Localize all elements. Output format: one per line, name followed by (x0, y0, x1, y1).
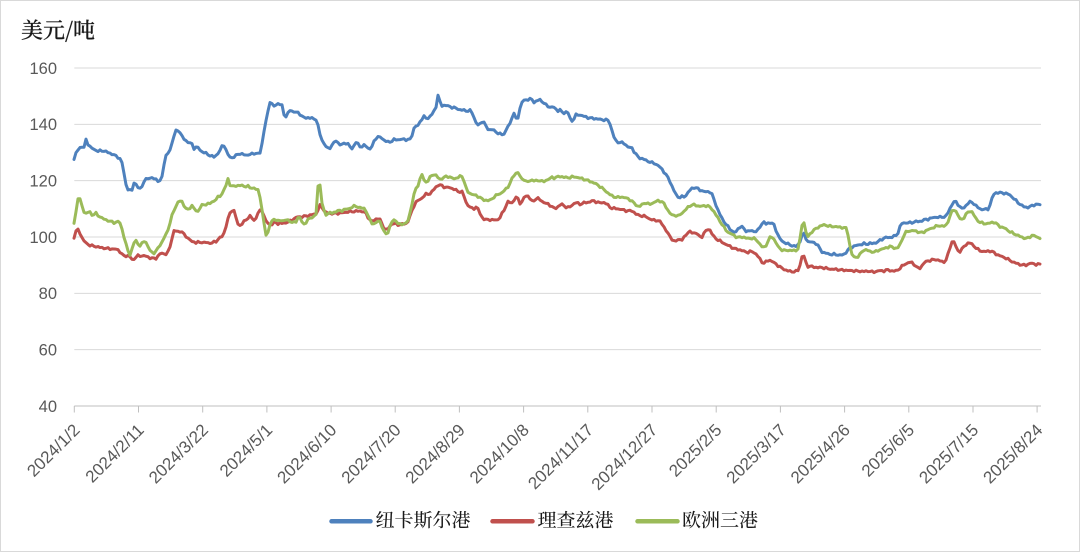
svg-text:100: 100 (29, 229, 57, 247)
svg-text:160: 160 (29, 60, 57, 78)
svg-text:120: 120 (29, 172, 57, 190)
svg-text:140: 140 (29, 116, 57, 134)
svg-text:60: 60 (39, 341, 57, 359)
svg-text:40: 40 (39, 398, 57, 416)
svg-text:80: 80 (39, 285, 57, 303)
